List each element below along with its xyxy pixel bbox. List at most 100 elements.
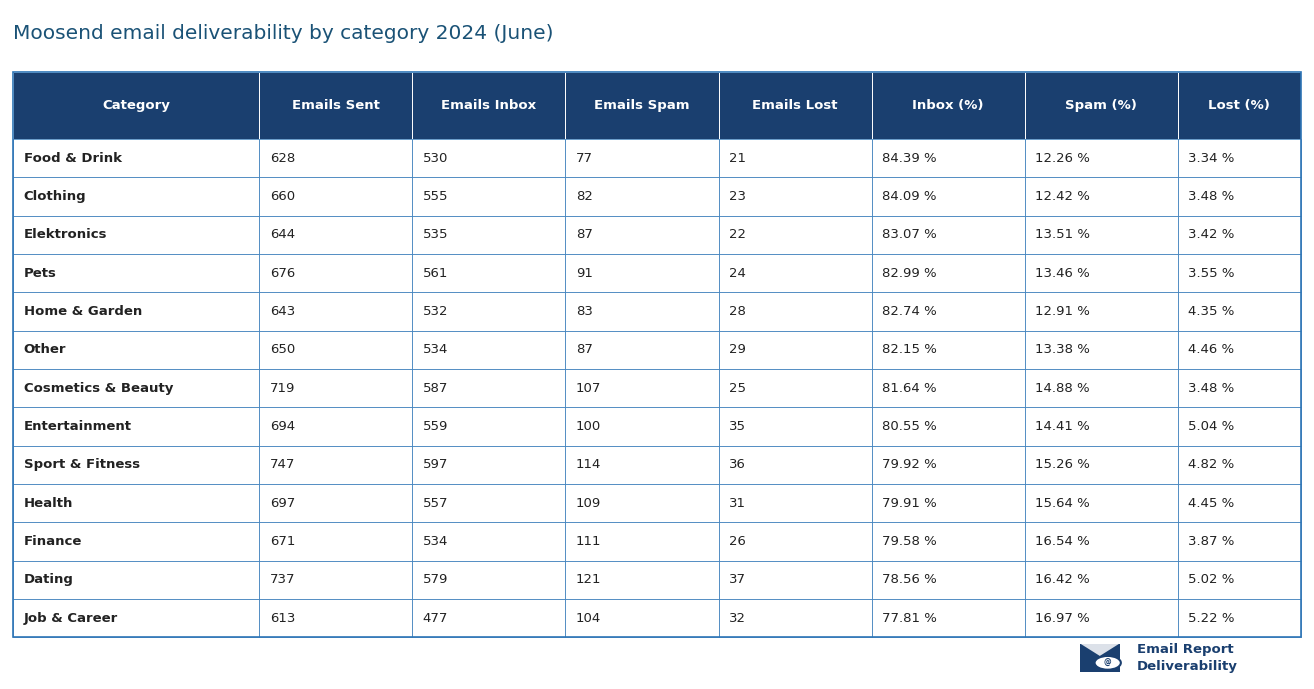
Text: 12.42 %: 12.42 % <box>1035 190 1091 203</box>
Text: 13.46 %: 13.46 % <box>1035 267 1091 280</box>
Text: 15.26 %: 15.26 % <box>1035 458 1091 471</box>
Text: 114: 114 <box>576 458 602 471</box>
Text: 87: 87 <box>576 343 593 356</box>
Text: Elektronics: Elektronics <box>24 228 108 241</box>
Text: 13.38 %: 13.38 % <box>1035 343 1091 356</box>
Text: 12.26 %: 12.26 % <box>1035 152 1091 165</box>
Text: 579: 579 <box>423 573 448 586</box>
Text: 14.41 %: 14.41 % <box>1035 420 1091 433</box>
Text: 82: 82 <box>576 190 593 203</box>
Text: 83: 83 <box>576 305 593 318</box>
Text: 15.64 %: 15.64 % <box>1035 497 1091 510</box>
Text: 78.56 %: 78.56 % <box>882 573 937 586</box>
Text: 79.92 %: 79.92 % <box>882 458 937 471</box>
Text: Inbox (%): Inbox (%) <box>912 99 984 112</box>
Text: 477: 477 <box>423 612 448 625</box>
Text: 91: 91 <box>576 267 593 280</box>
Text: 79.58 %: 79.58 % <box>882 535 937 548</box>
Text: Emails Sent: Emails Sent <box>292 99 380 112</box>
Text: Pets: Pets <box>24 267 57 280</box>
Text: 530: 530 <box>423 152 448 165</box>
Text: 694: 694 <box>269 420 294 433</box>
Text: 3.34 %: 3.34 % <box>1188 152 1235 165</box>
Text: 5.22 %: 5.22 % <box>1188 612 1235 625</box>
Text: 77.81 %: 77.81 % <box>882 612 937 625</box>
Text: Deliverability: Deliverability <box>1137 661 1238 673</box>
Text: 650: 650 <box>269 343 294 356</box>
Text: Job & Career: Job & Career <box>24 612 118 625</box>
Text: 82.99 %: 82.99 % <box>882 267 937 280</box>
Text: 4.82 %: 4.82 % <box>1188 458 1235 471</box>
Text: 534: 534 <box>423 535 448 548</box>
Text: 676: 676 <box>269 267 294 280</box>
Text: 555: 555 <box>423 190 448 203</box>
Text: 628: 628 <box>269 152 294 165</box>
Text: Sport & Fitness: Sport & Fitness <box>24 458 139 471</box>
Text: 597: 597 <box>423 458 448 471</box>
Text: 559: 559 <box>423 420 448 433</box>
Text: 26: 26 <box>729 535 746 548</box>
Text: 82.74 %: 82.74 % <box>882 305 937 318</box>
Text: 16.54 %: 16.54 % <box>1035 535 1091 548</box>
Text: @: @ <box>1104 658 1112 668</box>
Text: 81.64 %: 81.64 % <box>882 382 937 395</box>
Text: 36: 36 <box>729 458 746 471</box>
Text: 14.88 %: 14.88 % <box>1035 382 1089 395</box>
Text: 80.55 %: 80.55 % <box>882 420 937 433</box>
Text: 25: 25 <box>729 382 746 395</box>
Text: Lost (%): Lost (%) <box>1209 99 1271 112</box>
Text: 557: 557 <box>423 497 448 510</box>
Text: 3.48 %: 3.48 % <box>1188 382 1235 395</box>
Text: 21: 21 <box>729 152 746 165</box>
Text: 16.42 %: 16.42 % <box>1035 573 1091 586</box>
Text: 28: 28 <box>729 305 746 318</box>
Text: 79.91 %: 79.91 % <box>882 497 937 510</box>
Text: Home & Garden: Home & Garden <box>24 305 142 318</box>
Text: 5.04 %: 5.04 % <box>1188 420 1235 433</box>
Text: 660: 660 <box>269 190 294 203</box>
Text: 24: 24 <box>729 267 746 280</box>
Text: 100: 100 <box>576 420 602 433</box>
Text: 23: 23 <box>729 190 746 203</box>
Text: 737: 737 <box>269 573 296 586</box>
Text: 697: 697 <box>269 497 294 510</box>
Text: Clothing: Clothing <box>24 190 87 203</box>
Text: 22: 22 <box>729 228 746 241</box>
Text: 4.35 %: 4.35 % <box>1188 305 1235 318</box>
Text: 3.48 %: 3.48 % <box>1188 190 1235 203</box>
Text: Spam (%): Spam (%) <box>1066 99 1137 112</box>
Text: 3.87 %: 3.87 % <box>1188 535 1235 548</box>
Text: Moosend email deliverability by category 2024 (June): Moosend email deliverability by category… <box>13 24 553 43</box>
Text: Cosmetics & Beauty: Cosmetics & Beauty <box>24 382 173 395</box>
Text: Entertainment: Entertainment <box>24 420 131 433</box>
Text: 83.07 %: 83.07 % <box>882 228 937 241</box>
Text: Finance: Finance <box>24 535 81 548</box>
Text: 534: 534 <box>423 343 448 356</box>
Text: Emails Spam: Emails Spam <box>594 99 690 112</box>
Text: Emails Inbox: Emails Inbox <box>442 99 536 112</box>
Text: 719: 719 <box>269 382 296 395</box>
Text: 561: 561 <box>423 267 448 280</box>
Text: 613: 613 <box>269 612 296 625</box>
Text: Dating: Dating <box>24 573 74 586</box>
Text: 5.02 %: 5.02 % <box>1188 573 1235 586</box>
Text: 16.97 %: 16.97 % <box>1035 612 1091 625</box>
Text: 671: 671 <box>269 535 296 548</box>
Text: 104: 104 <box>576 612 602 625</box>
Text: 84.39 %: 84.39 % <box>882 152 937 165</box>
Text: 37: 37 <box>729 573 746 586</box>
Text: Other: Other <box>24 343 66 356</box>
Text: 12.91 %: 12.91 % <box>1035 305 1091 318</box>
Text: Food & Drink: Food & Drink <box>24 152 122 165</box>
Text: 643: 643 <box>269 305 294 318</box>
Text: 13.51 %: 13.51 % <box>1035 228 1091 241</box>
Text: 32: 32 <box>729 612 746 625</box>
Text: 535: 535 <box>423 228 448 241</box>
Text: 4.46 %: 4.46 % <box>1188 343 1234 356</box>
Text: 35: 35 <box>729 420 746 433</box>
Text: 77: 77 <box>576 152 593 165</box>
Text: Emails Lost: Emails Lost <box>753 99 838 112</box>
Text: Category: Category <box>102 99 170 112</box>
Text: Email Report: Email Report <box>1137 643 1234 655</box>
Text: 4.45 %: 4.45 % <box>1188 497 1235 510</box>
